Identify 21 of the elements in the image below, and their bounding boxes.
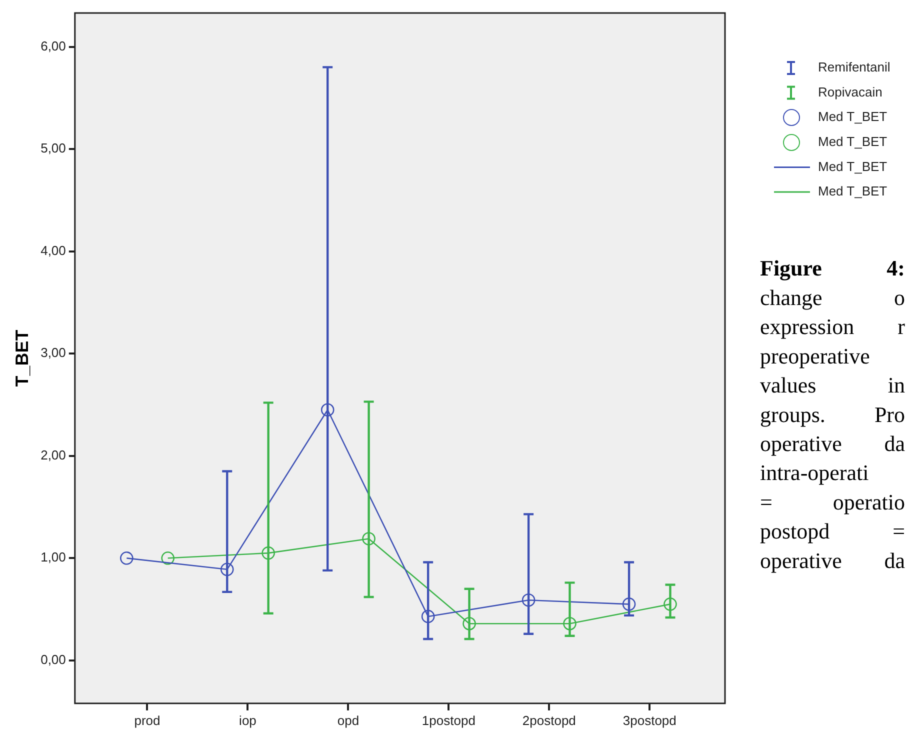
y-tick-label: 3,00 (40, 345, 66, 360)
x-tick-label: opd (337, 712, 360, 728)
y-tick-label: 4,00 (40, 242, 66, 258)
x-tick-label: prod (134, 712, 160, 728)
text: Med T_BET (818, 109, 888, 124)
y-axis-title: T_BET (12, 330, 32, 387)
x-tick-label: 2postopd (522, 712, 576, 728)
y-tick-label: 2,00 (40, 447, 66, 462)
text: Figure 4: change o expression r preoperative values in groups. Pro operative da intra-operati = operatio postopd = operative da (760, 256, 906, 573)
text: Med T_BET (818, 134, 888, 149)
x-tick-label: 3postopd (622, 712, 676, 728)
y-tick-label: 6,00 (40, 38, 66, 54)
y-tick-label: 5,00 (40, 140, 66, 156)
legend-label: Ropivacain (818, 84, 882, 100)
x-tick-label: iop (239, 712, 256, 728)
legend-label: Remifentanil (818, 60, 890, 75)
y-tick-label: 0,00 (40, 652, 66, 668)
y-tick-label: 1,00 (40, 550, 66, 565)
x-tick-label: 1postopd (422, 712, 476, 728)
text: Med T_BET (818, 184, 888, 199)
text: Med T_BET (818, 158, 888, 174)
